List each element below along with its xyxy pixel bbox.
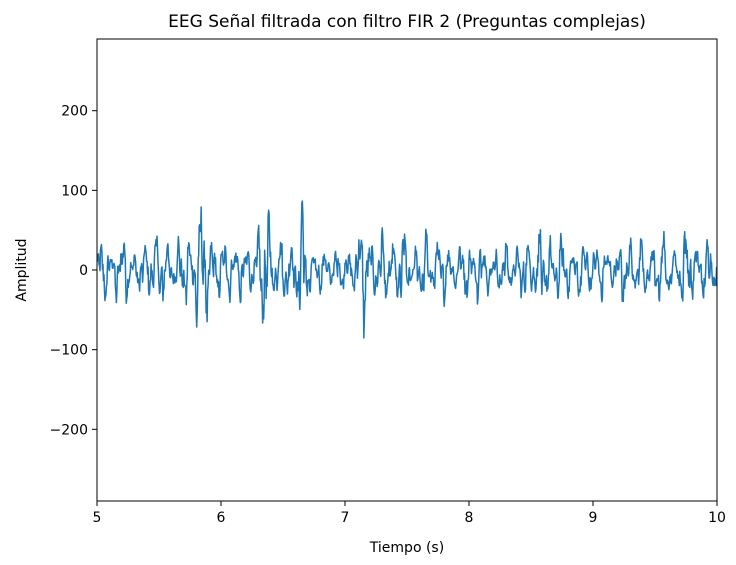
chart-title: EEG Señal filtrada con filtro FIR 2 (Pre… xyxy=(168,12,646,32)
x-tick-label: 7 xyxy=(341,510,350,526)
y-axis: −200 −100 0 100 200 xyxy=(50,104,97,438)
signal-line xyxy=(97,200,717,339)
y-tick-label: 0 xyxy=(79,263,88,279)
x-tick-label: 5 xyxy=(93,510,102,526)
x-tick-label: 8 xyxy=(465,510,474,526)
plot-area xyxy=(96,38,718,502)
y-tick-label: 200 xyxy=(61,104,88,120)
x-axis-label: Tiempo (s) xyxy=(369,540,444,556)
y-tick-label: −100 xyxy=(50,343,88,359)
x-axis: 5 6 7 8 9 10 xyxy=(93,501,726,526)
y-tick-label: 100 xyxy=(61,183,88,199)
y-tick-label: −200 xyxy=(50,422,88,438)
x-tick-label: 10 xyxy=(708,510,726,526)
x-tick-label: 6 xyxy=(217,510,226,526)
y-axis-label: Amplitud xyxy=(14,238,30,301)
x-tick-label: 9 xyxy=(589,510,598,526)
